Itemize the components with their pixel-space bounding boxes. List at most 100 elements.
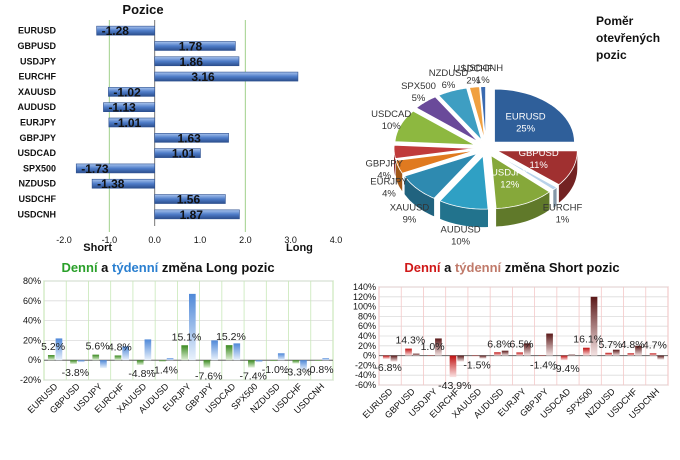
- daily-change-bar: [159, 360, 166, 362]
- daily-change-bar: [270, 360, 277, 362]
- pie-slice-name: NZDUSD: [429, 68, 469, 79]
- pie-slice-name: USDCNH: [462, 63, 503, 74]
- data-label: 5.6%: [86, 341, 110, 353]
- data-label: 1.0%: [421, 341, 445, 353]
- y-tick-label: -20%: [355, 360, 376, 370]
- data-label: -1.0%: [262, 364, 289, 376]
- daily-change-bar: [427, 355, 435, 356]
- pie-slice: [393, 144, 475, 159]
- position-bar: [154, 148, 201, 158]
- value-label: 1.63: [177, 131, 201, 145]
- pie-slice: [494, 153, 558, 191]
- daily-change-bar: [70, 360, 77, 364]
- pie-slice: [494, 88, 575, 143]
- pie-title-line-3: pozic: [596, 48, 627, 62]
- pie-slice-name: GBPJPY: [365, 159, 403, 170]
- pie-slice-percent: 12%: [500, 180, 520, 191]
- pie-title-line-2: otevřených: [596, 31, 660, 45]
- pie-slice-side: [396, 160, 403, 192]
- pie-slice: [468, 86, 485, 140]
- y-tick-label: 60%: [23, 296, 41, 306]
- data-label: 6.5%: [510, 338, 534, 350]
- long-title-rest: změna Long pozic: [158, 260, 274, 275]
- pie-slice-name: EURUSD: [506, 111, 546, 122]
- daily-change-bar: [649, 353, 657, 356]
- category-label: GBPJPY: [19, 133, 56, 143]
- category-label: USDJPY: [20, 56, 56, 66]
- category-label: EURUSD: [18, 26, 57, 36]
- pie-slice-side: [558, 150, 578, 203]
- position-bar: [91, 178, 155, 189]
- weekly-change-bar: [479, 355, 487, 359]
- pie-slice: [437, 87, 482, 141]
- position-bar: [108, 117, 155, 128]
- data-label: 5.7%: [598, 339, 622, 351]
- data-label: -1.4%: [530, 359, 557, 371]
- position-bar: [75, 163, 155, 174]
- long-title-daily: Denní: [61, 260, 98, 275]
- short-title-daily: Denní: [404, 260, 441, 275]
- weekly-change-bar: [435, 338, 442, 356]
- weekly-change-bar: [300, 360, 307, 371]
- category-label: SPX500: [23, 163, 56, 173]
- position-bar: [154, 41, 236, 51]
- pie-slice-name: USDCAD: [371, 109, 411, 120]
- short-title-and: a: [440, 260, 454, 275]
- pie-slice: [439, 155, 489, 210]
- long-title-weekly: týdenní: [112, 260, 159, 275]
- pie-slice-side: [440, 200, 488, 228]
- daily-change-bar: [92, 354, 100, 361]
- daily-change-bar: [136, 360, 144, 365]
- weekly-change-bar: [524, 343, 531, 356]
- weekly-change-bar: [211, 340, 218, 361]
- positions-chart: Pozice Short Long -2.0 -1.0 0.0 1.0 2.0 3.0 4.…: [17, 2, 342, 254]
- daily-change-bar: [225, 345, 233, 361]
- position-bar: [154, 194, 226, 204]
- weekly-change-bar: [635, 345, 642, 356]
- weekly-change-bar: [277, 353, 285, 361]
- data-label: 4.8%: [108, 341, 132, 353]
- data-label: -9.4%: [552, 363, 579, 375]
- data-label: 5.2%: [41, 341, 65, 353]
- weekly-change-bar: [390, 355, 398, 362]
- y-tick-label: -40%: [355, 370, 376, 380]
- y-tick-label: -60%: [355, 380, 376, 390]
- value-label: 1.01: [172, 147, 196, 161]
- position-bar: [154, 56, 240, 67]
- y-tick-label: 0%: [28, 355, 41, 365]
- pie-slice-side: [404, 176, 435, 217]
- data-label: -3.3%: [284, 366, 311, 378]
- value-label: 1.86: [180, 55, 204, 69]
- data-label: 15.2%: [216, 331, 246, 343]
- pie-slice-name: AUDUSD: [441, 225, 481, 236]
- short-label: Short: [83, 242, 112, 254]
- y-tick-label: 60%: [358, 321, 376, 331]
- category-label: USDCNH: [17, 209, 56, 219]
- daily-change-bar: [538, 355, 546, 357]
- pie-slice-percent: 10%: [451, 237, 471, 248]
- data-label: -7.4%: [239, 371, 266, 383]
- pie-slice-side: [553, 187, 557, 208]
- weekly-change-bar: [568, 354, 576, 356]
- value-label: -1.02: [113, 85, 141, 99]
- value-label: -1.38: [97, 177, 125, 191]
- value-label: -1.73: [81, 162, 109, 176]
- y-tick-label: 20%: [358, 341, 376, 351]
- pie-slice: [403, 153, 478, 199]
- pie-slice: [480, 86, 487, 140]
- weekly-change-bar: [55, 338, 63, 361]
- category-label: USDCAD: [17, 148, 56, 158]
- positions-title: Pozice: [122, 2, 163, 17]
- data-label: -1.5%: [463, 359, 490, 371]
- x-tick-label: 2.0: [239, 235, 252, 245]
- category-label: EURCHF: [19, 72, 57, 82]
- pie-slice: [415, 96, 479, 143]
- daily-change-bar: [405, 348, 412, 356]
- pie-slice-name: SPX500: [401, 81, 436, 92]
- pie-slice-name: USDCHF: [453, 64, 493, 75]
- data-label: 16.1%: [573, 334, 603, 346]
- data-label: -43.9%: [438, 380, 471, 392]
- daily-change-bar: [314, 360, 322, 361]
